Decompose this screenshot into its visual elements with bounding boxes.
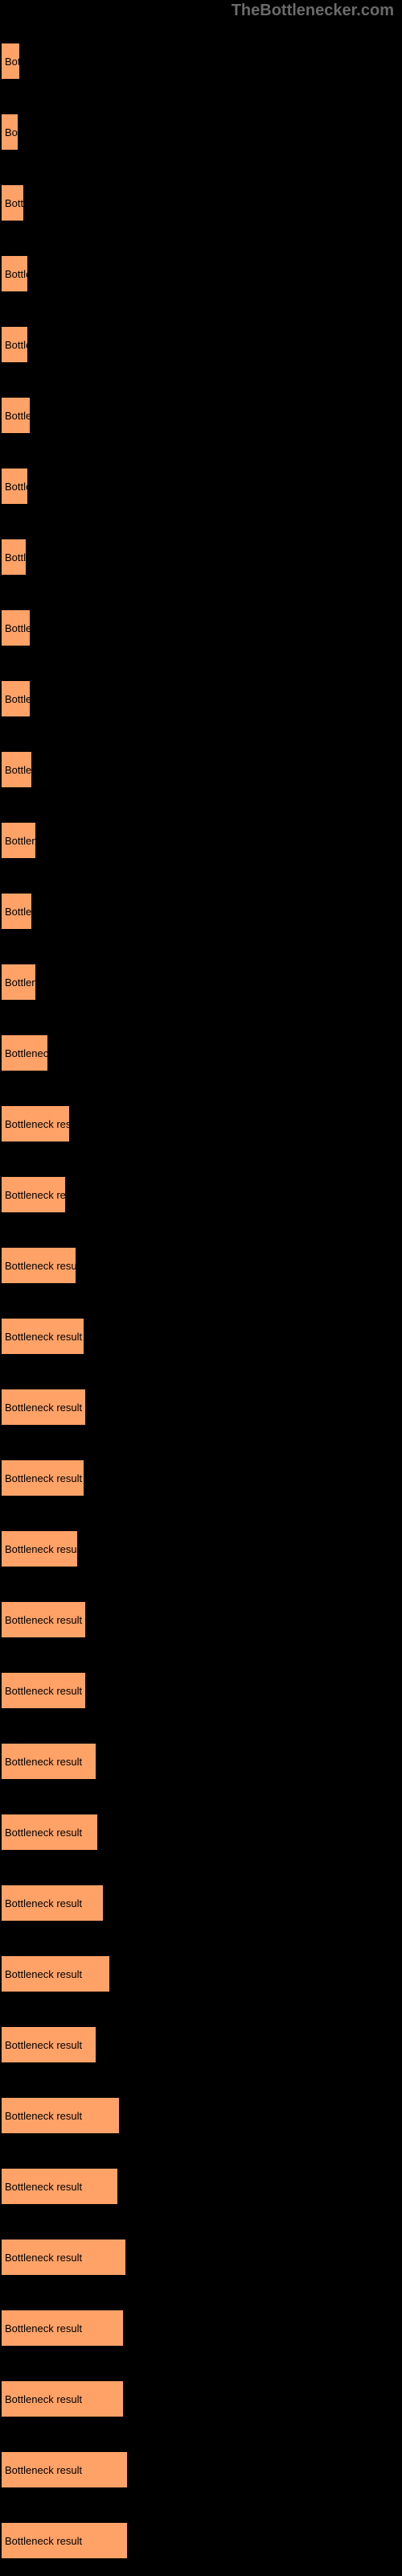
bar: Bottleneck result	[2, 2240, 125, 2275]
bar: Bottleneck result	[2, 1248, 76, 1283]
bar: Bottleneck result	[2, 1814, 97, 1850]
bar: Bottleneck result	[2, 114, 18, 150]
bar-row: Bottleneck result	[2, 1937, 402, 2007]
chart-container: Bottleneck result Bottleneck result Bottle…	[0, 0, 402, 2574]
bar-row: Bottleneck result	[2, 1299, 402, 1369]
bar: Bottleneck result	[2, 752, 31, 787]
bar: Bottleneck result	[2, 2027, 96, 2062]
bar-row: Bottleneck result	[2, 2291, 402, 2361]
bar-row: Bottleneck result	[2, 1866, 402, 1936]
bar: Bottleneck result	[2, 1319, 84, 1354]
bar-row: Bottleneck result	[2, 945, 402, 1015]
bar-row: Bottleneck result	[2, 803, 402, 873]
bar: Bottleneck result	[2, 1602, 85, 1637]
bar: Bottleneck result	[2, 398, 30, 433]
bar-row: Bottleneck result	[2, 1441, 402, 1511]
bar: Bottleneck result	[2, 1956, 109, 1992]
bar: Bottleneck result	[2, 43, 19, 79]
bar: Bottleneck result	[2, 1177, 65, 1212]
bar-row: Bottleneck result	[2, 2220, 402, 2290]
bar-row: Bottleneck result	[2, 95, 402, 165]
bar: Bottleneck result	[2, 610, 30, 646]
bar-row: Bottleneck result	[2, 449, 402, 519]
bar-row: Bottleneck result	[2, 1087, 402, 1157]
bar: Bottleneck result	[2, 1885, 103, 1921]
bar: Bottleneck result	[2, 185, 23, 221]
bar: Bottleneck result	[2, 2452, 127, 2487]
bar-row: Bottleneck result	[2, 2504, 402, 2574]
bar-row: Bottleneck result	[2, 1158, 402, 1228]
bar: Bottleneck result	[2, 1673, 85, 1708]
bar-row: Bottleneck result	[2, 733, 402, 803]
bar: Bottleneck result	[2, 823, 35, 858]
bar-row: Bottleneck result	[2, 1016, 402, 1086]
bar-row: Bottleneck result	[2, 166, 402, 236]
bar-row: Bottleneck result	[2, 237, 402, 307]
bar-row: Bottleneck result	[2, 2362, 402, 2432]
bar: Bottleneck result	[2, 327, 27, 362]
bar: Bottleneck result	[2, 894, 31, 929]
bar: Bottleneck result	[2, 2169, 117, 2204]
bar-row: Bottleneck result	[2, 1583, 402, 1653]
bar-row: Bottleneck result	[2, 2008, 402, 2078]
bar-row: Bottleneck result	[2, 24, 402, 94]
bar-row: Bottleneck result	[2, 520, 402, 590]
bar-row: Bottleneck result	[2, 1228, 402, 1298]
bar: Bottleneck result	[2, 964, 35, 1000]
bar: Bottleneck result	[2, 2310, 123, 2346]
bar: Bottleneck result	[2, 1389, 85, 1425]
bar-row: Bottleneck result	[2, 591, 402, 661]
bar-row: Bottleneck result	[2, 874, 402, 944]
bar-row: Bottleneck result	[2, 378, 402, 448]
bar: Bottleneck result	[2, 1035, 47, 1071]
bar-row: Bottleneck result	[2, 662, 402, 732]
bar-row: Bottleneck result	[2, 1653, 402, 1724]
bar-row: Bottleneck result	[2, 1370, 402, 1440]
bar: Bottleneck result	[2, 1744, 96, 1779]
bar-row: Bottleneck result	[2, 2149, 402, 2219]
bar: Bottleneck result	[2, 2098, 119, 2133]
bar: Bottleneck result	[2, 1106, 69, 1141]
bar: Bottleneck result	[2, 2381, 123, 2417]
bar-row: Bottleneck result	[2, 2433, 402, 2503]
bar: Bottleneck result	[2, 1460, 84, 1496]
bar: Bottleneck result	[2, 539, 26, 575]
bar: Bottleneck result	[2, 681, 30, 716]
bar-row: Bottleneck result	[2, 1795, 402, 1865]
bar-row: Bottleneck result	[2, 2079, 402, 2149]
bar: Bottleneck result	[2, 1531, 77, 1567]
bar-row: Bottleneck result	[2, 1724, 402, 1794]
bar-row: Bottleneck result	[2, 1512, 402, 1582]
bar: Bottleneck result	[2, 256, 27, 291]
bar: Bottleneck result	[2, 469, 27, 504]
bar-row: Bottleneck result	[2, 308, 402, 378]
bar: Bottleneck result	[2, 2523, 127, 2558]
